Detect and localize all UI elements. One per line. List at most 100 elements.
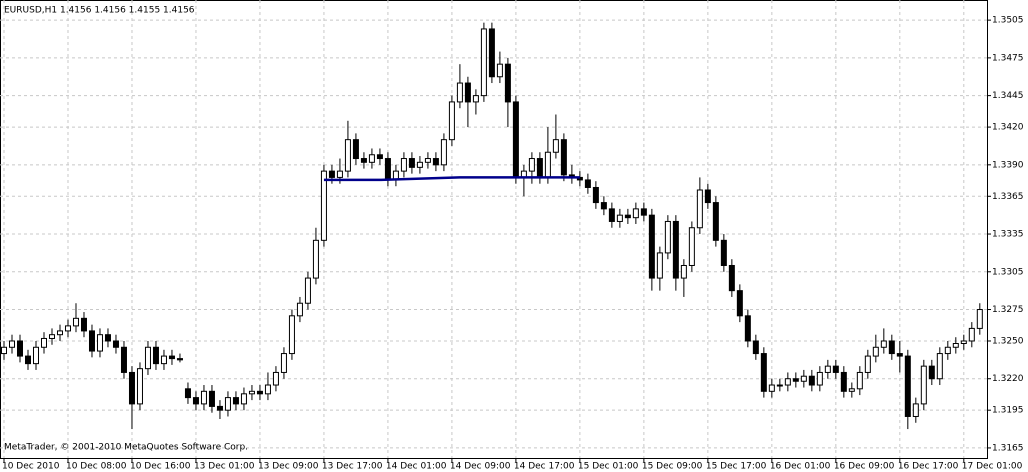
x-tick-label: 16 Dec 09:00 [834,462,895,472]
x-tick-label: 16 Dec 01:00 [770,462,831,472]
x-tick-label: 15 Dec 17:00 [706,462,767,472]
candle-body [160,355,167,365]
candle-body [128,371,135,405]
candle-body [976,309,983,329]
candle-body [888,340,895,355]
candle-body [776,384,783,387]
x-tick-label: 14 Dec 17:00 [514,462,575,472]
candle-body [624,214,631,219]
candle-body [32,346,39,365]
y-tick-label: 1.3220 [992,374,1024,384]
candle-body [760,353,767,392]
candle-body [152,346,159,365]
candle-body [304,277,311,304]
candle-body [136,368,143,405]
candle-body [208,390,215,407]
x-tick-label: 14 Dec 01:00 [386,462,447,472]
candle-body [456,82,463,103]
candle-body [376,154,383,160]
candle-body [176,358,183,361]
candle-body [200,390,207,405]
candle-body [264,384,271,395]
x-tick-label: 13 Dec 09:00 [258,462,319,472]
candle-body [336,170,343,178]
candle-body [320,170,327,241]
y-tick-label: 1.3305 [992,267,1024,277]
candle-body [40,337,47,348]
candle-body [256,390,263,395]
candle-body [912,403,919,417]
candle-body [408,158,415,168]
candle-body [864,355,871,373]
candle-body [792,378,799,382]
candle-body [104,334,111,342]
x-tick-label: 16 Dec 17:00 [898,462,959,472]
candle-body [664,220,671,254]
x-tick-label: 15 Dec 01:00 [578,462,639,472]
candle-body [280,353,287,373]
x-tick-label: 15 Dec 09:00 [642,462,703,472]
candle-body [560,139,567,176]
candle-body [600,202,607,210]
y-tick-label: 1.3445 [992,91,1024,101]
candle-body [416,161,423,168]
candle-body [544,151,551,178]
candle-body [824,365,831,373]
candle-body [224,397,231,411]
candle-body [968,327,975,342]
candle-body [504,63,511,103]
x-tick-label: 10 Dec 2010 [2,462,60,472]
x-tick-label: 17 Dec 01:00 [962,462,1023,472]
candle-body [928,365,935,380]
candle-body [64,325,71,332]
x-tick-label: 13 Dec 01:00 [194,462,255,472]
candle-body [696,189,703,229]
candle-body [344,139,351,172]
candle-body [728,264,735,292]
candle-body [752,340,759,355]
candle-body [400,158,407,172]
candle-body [872,346,879,357]
candle-body [56,330,63,336]
candle-body [424,158,431,163]
candle-body [120,346,127,373]
footer: MetaTrader, © 2001-2010 MetaQuotes Softw… [4,443,248,453]
candle-body [832,365,839,373]
y-tick-label: 1.3390 [992,160,1024,170]
candle-body [592,186,599,204]
trend-line [323,176,580,182]
y-tick-label: 1.3250 [992,336,1024,346]
candle-body [904,355,911,417]
candle-body [248,390,255,395]
candle-body [480,28,487,97]
candle-body [464,82,471,103]
candle-body [808,375,815,386]
candle-body [16,340,23,357]
candle-body [632,208,639,219]
candle-body [704,189,711,204]
x-tick-label: 10 Dec 16:00 [130,462,191,472]
candles [0,22,983,430]
y-tick-label: 1.3335 [992,230,1024,240]
candle-body [184,388,191,399]
candle-body [848,388,855,392]
x-tick-label: 13 Dec 17:00 [322,462,383,472]
candle-body [112,340,119,348]
candle-body [216,405,223,411]
candle-body [608,208,615,222]
x-tick-label: 14 Dec 09:00 [450,462,511,472]
candle-body [448,101,455,141]
candle-body [352,139,359,160]
candle-body [896,353,903,357]
candle-body [296,302,303,317]
y-tick-label: 1.3165 [992,443,1024,453]
candle-body [720,239,727,266]
candle-body [0,346,7,355]
candle-body [688,227,695,266]
chart-title: EURUSD,H1 1.4156 1.4156 1.4155 1.4156 [4,6,195,16]
candle-body [88,330,95,352]
candle-body [584,179,591,188]
candle-body [472,95,479,103]
candle-body [784,378,791,386]
candle-body [816,371,823,386]
